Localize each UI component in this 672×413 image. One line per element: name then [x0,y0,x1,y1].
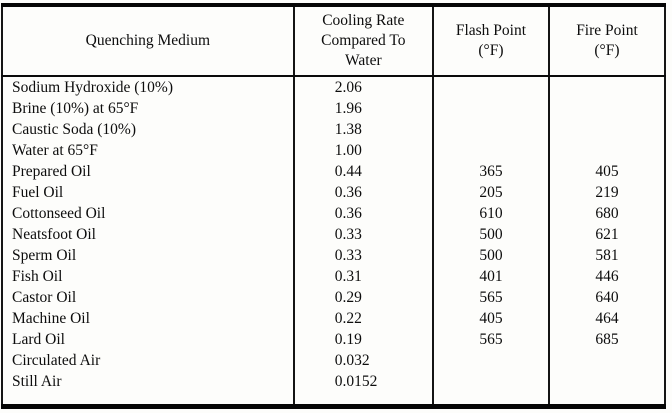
spacer-cell [2,392,295,407]
spacer-cell [549,392,665,407]
cell-fire-point: 680 [595,204,619,222]
table-row: Neatsfoot Oil 0.33 500 621 [2,224,665,245]
cell-flash-point: 565 [432,329,550,350]
cell-cooling-rate: 0.36 [293,182,434,203]
cell-flash-point: 500 [432,224,550,245]
table-row: Brine (10%) at 65°F 1.96 [2,98,665,119]
spacer-cell [432,392,550,407]
cell-cooling-rate: 0.33 [293,224,434,245]
table-row: Cottonseed Oil 0.36 610 680 [2,203,665,224]
cell-flash-point [432,140,550,161]
table-row: Fish Oil 0.31 401 446 [2,266,665,287]
cell-medium: Prepared Oil [2,161,295,182]
table-row: Sperm Oil 0.33 500 581 [2,245,665,266]
cell-fire-point [549,98,665,119]
cell-fire-point [549,371,665,392]
cell-cooling-rate: 0.19 [293,329,434,350]
table-row: Caustic Soda (10%) 1.38 [2,119,665,140]
cell-flash-point: 565 [432,287,550,308]
cell-fire-point: 640 [595,288,619,306]
cell-cooling-rate: 0.31 [293,266,434,287]
cell-medium: Still Air [2,371,295,392]
spacer-cell [293,392,434,407]
cell-medium: Machine Oil [2,308,295,329]
cell-cooling-rate: 0.36 [293,203,434,224]
cell-medium: Fish Oil [2,266,295,287]
scanned-table-page: Quenching Medium Cooling Rate Compared T… [1,3,666,409]
cell-medium: Water at 65°F [2,140,295,161]
cell-medium: Sodium Hydroxide (10%) [2,76,295,98]
cell-cooling-rate: 0.0152 [293,371,434,392]
cell-flash-point: 401 [432,266,550,287]
cell-flash-point: 365 [432,161,550,182]
column-header-cooling-rate: Cooling Rate Compared To Water [293,5,434,77]
column-header-fire-point: Fire Point (°F) [548,5,665,77]
cell-flash-point: 500 [432,245,550,266]
cell-cooling-rate: 0.29 [293,287,434,308]
table-row: Castor Oil 0.29 565 640 [2,287,665,308]
table-row: Fuel Oil 0.36 205 219 [2,182,665,203]
cell-flash-point: 405 [432,308,550,329]
cell-medium: Fuel Oil [2,182,295,203]
table-spacer-row [2,392,665,407]
cell-cooling-rate: 2.06 [293,76,434,98]
quenching-media-table: Quenching Medium Cooling Rate Compared T… [1,3,666,409]
cell-fire-point [549,76,665,98]
cell-cooling-rate: 1.96 [293,98,434,119]
cell-fire-point [549,140,665,161]
cell-cooling-rate: 0.22 [293,308,434,329]
cell-cooling-rate: 0.032 [293,350,434,371]
cell-flash-point [432,98,550,119]
cell-cooling-rate: 0.33 [293,245,434,266]
cell-fire-point: 405 [595,162,619,180]
table-row: Water at 65°F 1.00 [2,140,665,161]
table-row: Circulated Air 0.032 [2,350,665,371]
cell-fire-point: 621 [595,225,619,243]
cell-flash-point [432,371,550,392]
cell-fire-point: 685 [595,330,619,348]
cell-flash-point [432,350,550,371]
cell-cooling-rate: 0.44 [293,161,434,182]
column-header-flash-point: Flash Point (°F) [432,5,550,77]
cell-medium: Neatsfoot Oil [2,224,295,245]
cell-medium: Caustic Soda (10%) [2,119,295,140]
cell-cooling-rate: 1.38 [293,119,434,140]
cell-medium: Brine (10%) at 65°F [2,98,295,119]
cell-flash-point [432,76,550,98]
cell-fire-point: 219 [595,183,619,201]
cell-medium: Circulated Air [2,350,295,371]
table-row: Machine Oil 0.22 405 464 [2,308,665,329]
table-row: Lard Oil 0.19 565 685 [2,329,665,350]
cell-fire-point: 581 [595,246,619,264]
cell-medium: Lard Oil [2,329,295,350]
header-row: Quenching Medium Cooling Rate Compared T… [2,5,665,77]
cell-fire-point: 446 [595,267,619,285]
cell-flash-point: 610 [432,203,550,224]
cell-medium: Cottonseed Oil [2,203,295,224]
cell-medium: Castor Oil [2,287,295,308]
cell-fire-point [549,350,665,371]
cell-flash-point: 205 [432,182,550,203]
cell-fire-point [549,119,665,140]
cell-cooling-rate: 1.00 [293,140,434,161]
table-row: Sodium Hydroxide (10%) 2.06 [2,76,665,98]
column-header-quenching-medium: Quenching Medium [2,5,295,77]
cell-fire-point: 464 [595,309,619,327]
table-row: Still Air 0.0152 [2,371,665,392]
cell-flash-point [432,119,550,140]
cell-medium: Sperm Oil [2,245,295,266]
table-row: Prepared Oil 0.44 365 405 [2,161,665,182]
